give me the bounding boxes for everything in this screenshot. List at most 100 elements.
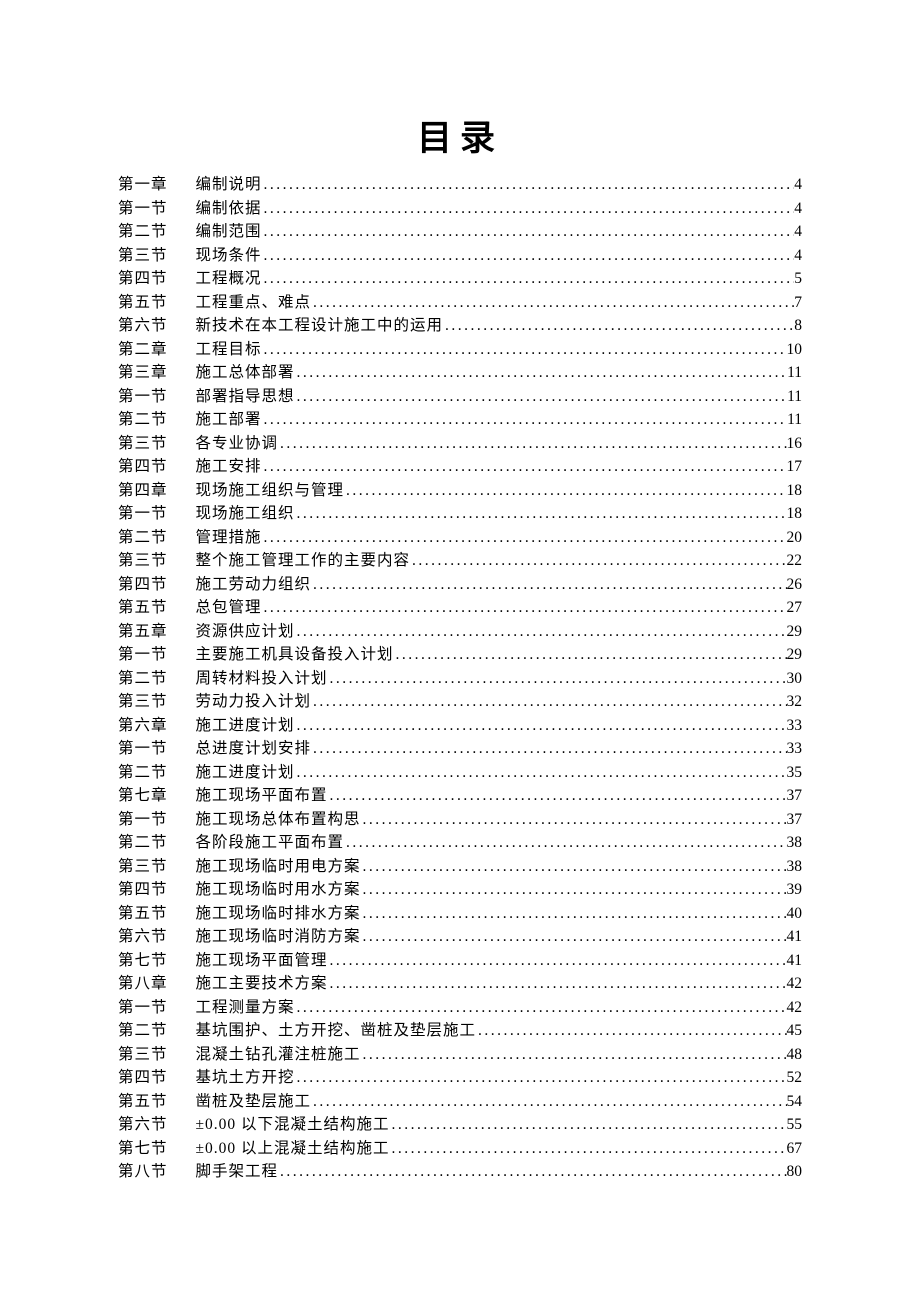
toc-entry-label: 第七节 — [118, 1137, 168, 1161]
toc-entry: 第二节编制范围4 — [118, 220, 802, 244]
toc-entry-page: 4 — [794, 173, 802, 197]
toc-entry-text: 主要施工机具设备投入计划 — [196, 643, 394, 667]
toc-entry-page: 7 — [794, 291, 802, 315]
toc-entry-page: 11 — [787, 385, 802, 409]
toc-entry-page: 41 — [787, 925, 803, 949]
toc-entry-leader — [311, 690, 786, 714]
toc-entry-text: 脚手架工程 — [196, 1160, 279, 1184]
toc-entry-leader — [262, 220, 795, 244]
toc-entry-page: 18 — [787, 502, 803, 526]
toc-entry-page: 18 — [787, 479, 803, 503]
toc-entry: 第二节施工进度计划35 — [118, 761, 802, 785]
toc-entry-leader — [311, 291, 794, 315]
toc-entry-page: 33 — [787, 737, 803, 761]
toc-entry-page: 42 — [787, 972, 803, 996]
toc-entry-label: 第二章 — [118, 338, 168, 362]
toc-entry-text: ±0.00 以下混凝土结构施工 — [196, 1113, 390, 1137]
toc-entry-leader — [262, 596, 787, 620]
toc-entry-page: 4 — [794, 220, 802, 244]
toc-entry: 第一章编制说明4 — [118, 173, 802, 197]
toc-entry-label: 第七章 — [118, 784, 168, 808]
toc-entry-leader — [476, 1019, 786, 1043]
toc-entry-page: 35 — [787, 761, 803, 785]
toc-entry-page: 27 — [787, 596, 803, 620]
toc-entry: 第一节施工现场总体布置构思37 — [118, 808, 802, 832]
toc-entry: 第五章资源供应计划29 — [118, 620, 802, 644]
toc-entry-text: 施工现场平面管理 — [196, 949, 328, 973]
toc-entry: 第六章 施工进度计划 33 — [118, 714, 802, 738]
toc-entry-label: 第一节 — [118, 385, 168, 409]
toc-entry-page: 40 — [787, 902, 803, 926]
toc-entry-page: 41 — [787, 949, 803, 973]
toc-entry-label: 第四节 — [118, 878, 168, 902]
toc-entry: 第七章施工现场平面布置37 — [118, 784, 802, 808]
toc-entry-text: 劳动力投入计划 — [196, 690, 312, 714]
toc-entry-leader — [295, 761, 787, 785]
toc-entry-page: 11 — [787, 408, 802, 432]
toc-entry-leader — [311, 737, 786, 761]
toc-entry: 第四节施工劳动力组织26 — [118, 573, 802, 597]
toc-entry-text: 部署指导思想 — [196, 385, 295, 409]
toc-entry-leader — [262, 173, 795, 197]
toc-entry-page: 16 — [787, 432, 803, 456]
toc-entry-text: 施工进度计划 — [196, 761, 295, 785]
toc-entry-page: 29 — [787, 643, 803, 667]
toc-entry-label: 第三节 — [118, 855, 168, 879]
toc-entry-text: 混凝土钻孔灌注桩施工 — [196, 1043, 361, 1067]
toc-entry-page: 30 — [787, 667, 803, 691]
toc-entry-label: 第三节 — [118, 244, 168, 268]
toc-entry-label: 第一节 — [118, 197, 168, 221]
toc-entry-label: 第三节 — [118, 690, 168, 714]
toc-entry-leader — [295, 361, 788, 385]
toc-entry-leader — [262, 244, 795, 268]
toc-entry-page: 33 — [787, 714, 803, 738]
toc-entry-leader — [361, 878, 787, 902]
toc-entry-leader — [262, 338, 787, 362]
toc-entry-label: 第六节 — [118, 314, 168, 338]
toc-entry-page: 54 — [787, 1090, 803, 1114]
toc-entry: 第八章施工主要技术方案42 — [118, 972, 802, 996]
toc-entry: 第四节施工现场临时用水方案39 — [118, 878, 802, 902]
toc-entry-label: 第一节 — [118, 502, 168, 526]
toc-entry: 第三章施工总体部署11 — [118, 361, 802, 385]
toc-entry-text: 施工安排 — [196, 455, 262, 479]
toc-entry-text: 周转材料投入计划 — [196, 667, 328, 691]
toc-entry-label: 第二节 — [118, 408, 168, 432]
toc-entry-text: 工程测量方案 — [196, 996, 295, 1020]
toc-entry: 第三节现场条件4 — [118, 244, 802, 268]
toc-entry-label: 第八章 — [118, 972, 168, 996]
toc-entry-text: 施工现场临时消防方案 — [196, 925, 361, 949]
toc-entry-page: 5 — [794, 267, 802, 291]
toc-entry-leader — [344, 479, 786, 503]
toc-entry-leader — [311, 573, 786, 597]
toc-entry-label: 第四节 — [118, 267, 168, 291]
toc-entry-label: 第八节 — [118, 1160, 168, 1184]
toc-entry: 第七节±0.00 以上混凝土结构施工67 — [118, 1137, 802, 1161]
toc-entry-leader — [328, 972, 787, 996]
toc-entry-label: 第四节 — [118, 1066, 168, 1090]
toc-entry-leader — [295, 620, 787, 644]
toc-entry-text: 整个施工管理工作的主要内容 — [196, 549, 411, 573]
toc-entry-leader — [262, 267, 795, 291]
toc-entry-label: 第三节 — [118, 549, 168, 573]
toc-entry-page: 52 — [787, 1066, 803, 1090]
toc-entry-page: 38 — [787, 855, 803, 879]
toc-entry-page: 20 — [787, 526, 803, 550]
toc-entry-leader — [262, 455, 787, 479]
toc-entry-label: 第二节 — [118, 220, 168, 244]
toc-entry-leader — [278, 432, 786, 456]
toc-entry-leader — [410, 549, 786, 573]
toc-entry-label: 第一章 — [118, 173, 168, 197]
toc-entry-text: 资源供应计划 — [196, 620, 295, 644]
toc-entry-leader — [361, 902, 787, 926]
toc-entry-text: 编制依据 — [196, 197, 262, 221]
toc-entry-text: 施工现场临时用电方案 — [196, 855, 361, 879]
toc-entry-label: 第七节 — [118, 949, 168, 973]
toc-entry-label: 第六章 — [118, 714, 168, 738]
toc-entry-text: 施工进度计划 — [196, 714, 295, 738]
toc-entry-text: 新技术在本工程设计施工中的运用 — [196, 314, 444, 338]
toc-entry-leader — [262, 408, 788, 432]
toc-entry: 第三节劳动力投入计划32 — [118, 690, 802, 714]
toc-entry: 第四节基坑土方开挖52 — [118, 1066, 802, 1090]
toc-entry-leader — [390, 1137, 787, 1161]
